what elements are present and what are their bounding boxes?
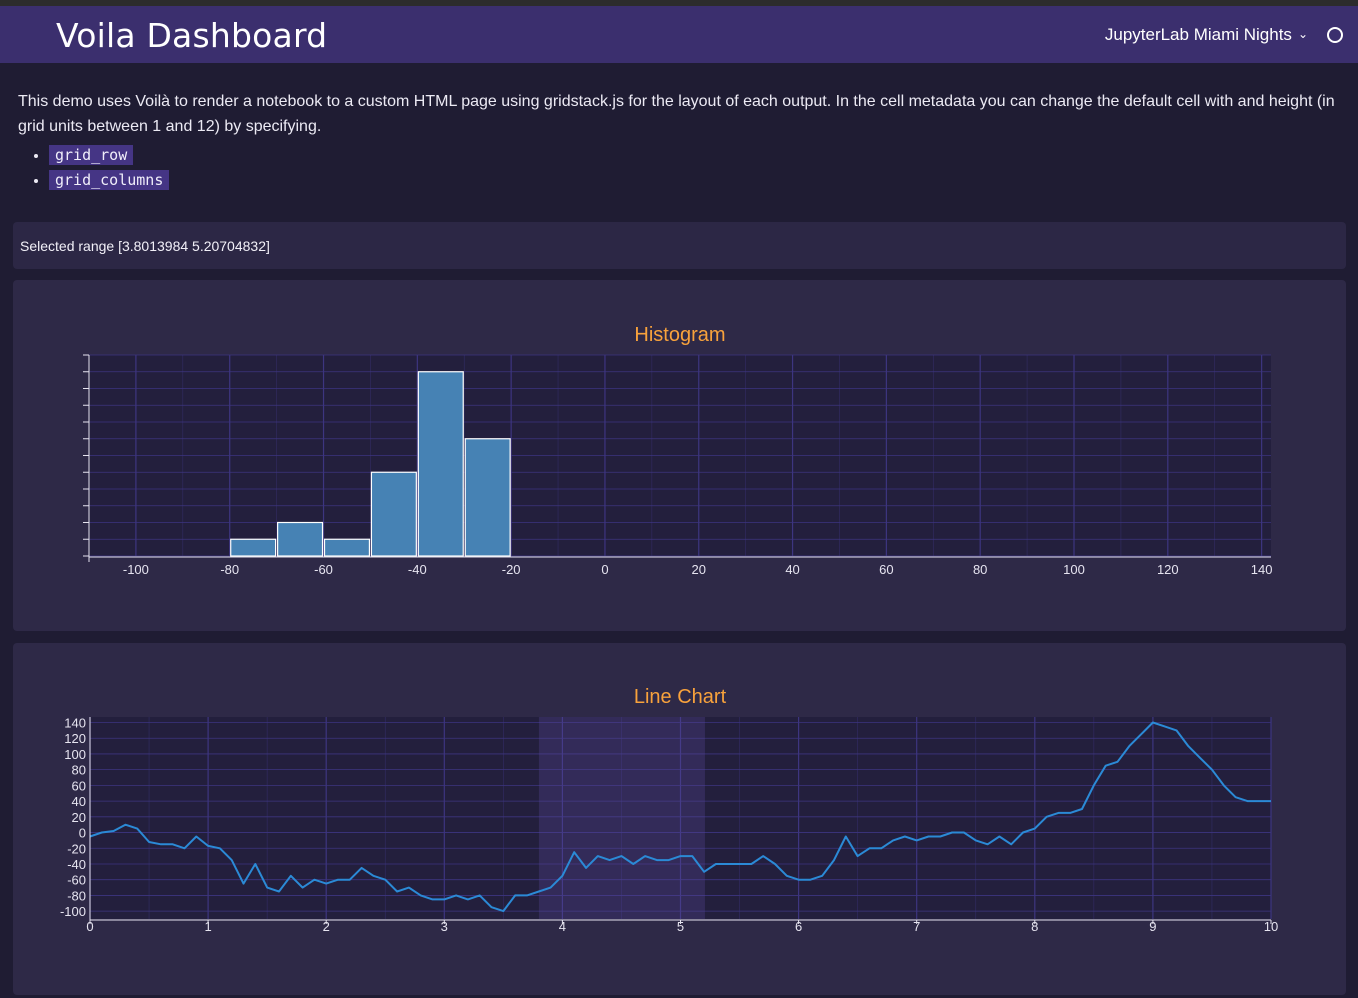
histogram-x-tick-label: 140	[1251, 562, 1273, 577]
line-y-tick-label: 40	[72, 794, 86, 809]
histogram-x-tick-label: -100	[123, 562, 149, 577]
histogram-bar[interactable]	[277, 521, 324, 557]
selected-range-text: Selected range [3.8013984 5.20704832]	[20, 238, 270, 254]
histogram-x-tick-label: 100	[1063, 562, 1085, 577]
line-x-tick-label: 0	[86, 919, 93, 934]
histogram-title: Histogram	[634, 324, 725, 346]
line-x-tick-label: 2	[323, 919, 330, 934]
code-grid-row: grid_row	[49, 145, 134, 165]
line-chart-title: Line Chart	[634, 686, 727, 708]
intro-section: This demo uses Voilà to render a noteboo…	[18, 89, 1338, 193]
histogram-bar[interactable]	[370, 471, 417, 557]
line-y-tick-label: 80	[72, 763, 86, 778]
code-grid-columns: grid_columns	[49, 170, 170, 190]
line-y-tick-label: 0	[79, 826, 86, 841]
histogram-bar[interactable]	[464, 438, 511, 557]
histogram-x-tick-label: 120	[1157, 562, 1179, 577]
line-y-tick-label: 20	[72, 810, 86, 825]
line-x-tick-label: 1	[204, 919, 211, 934]
theme-selector-label: JupyterLab Miami Nights	[1104, 25, 1292, 44]
line-y-tick-label: -100	[60, 904, 86, 919]
histogram-bar[interactable]	[323, 538, 371, 557]
selected-range-card: Selected range [3.8013984 5.20704832]	[13, 222, 1346, 269]
histogram-x-tick-label: 60	[879, 562, 893, 577]
histogram-x-tick-label: 40	[785, 562, 799, 577]
histogram-x-tick-label: 20	[692, 562, 706, 577]
list-item: grid_row	[49, 143, 1338, 168]
line-x-tick-label: 10	[1264, 919, 1278, 934]
line-y-tick-label: -80	[67, 888, 86, 903]
line-x-tick-label: 8	[1031, 919, 1038, 934]
intro-text: This demo uses Voilà to render a noteboo…	[18, 93, 1335, 135]
line-y-tick-label: 100	[64, 747, 86, 762]
window-top-strip	[0, 0, 1358, 6]
line-x-tick-label: 6	[795, 919, 802, 934]
line-y-tick-label: -60	[67, 873, 86, 888]
app-header: Voila Dashboard JupyterLab Miami Nights …	[0, 6, 1358, 63]
histogram-chart[interactable]: Histogram -100 -80 -60 -40 -20 0 20 40 60 80 100 12…	[13, 280, 1346, 631]
selection-brush[interactable]	[538, 717, 705, 919]
line-x-tick-label: 3	[441, 919, 448, 934]
dashboard-title: Voila Dashboard	[56, 16, 328, 55]
histogram-x-tick-label: 80	[973, 562, 987, 577]
line-chart[interactable]: Line Chart 0 1 2 3 4 5 6 7 8 9 10 14012010080604020…	[13, 643, 1346, 995]
line-y-tick-label: -20	[67, 841, 86, 856]
line-x-tick-label: 7	[913, 919, 920, 934]
histogram-bar[interactable]	[230, 538, 277, 557]
line-x-tick-label: 9	[1149, 919, 1156, 934]
line-x-tick-label: 5	[677, 919, 684, 934]
line-chart-card: Line Chart 0 1 2 3 4 5 6 7 8 9 10 140 120 100 80 60 40 20…	[13, 643, 1346, 995]
histogram-card: Histogram -100 -80 -60 -40 -20 0 20 40 60 80 100 12…	[13, 280, 1346, 631]
theme-selector[interactable]: JupyterLab Miami Nights ⌄	[1105, 25, 1308, 45]
metadata-list: grid_row grid_columns	[18, 143, 1338, 193]
histogram-x-tick-label: -40	[408, 562, 427, 577]
histogram-x-tick-label: -80	[220, 562, 239, 577]
histogram-x-tick-label: -60	[314, 562, 333, 577]
line-series[interactable]	[89, 721, 1271, 913]
chevron-down-icon: ⌄	[1297, 27, 1308, 41]
line-y-tick-label: -40	[67, 857, 86, 872]
histogram-bar[interactable]	[417, 371, 464, 557]
list-item: grid_columns	[49, 168, 1338, 193]
histogram-x-tick-label: 0	[601, 562, 608, 577]
line-y-tick-label: 120	[64, 731, 86, 746]
line-x-tick-label: 4	[559, 919, 566, 934]
kernel-status-icon	[1327, 27, 1343, 43]
line-y-tick-label: 60	[72, 778, 86, 793]
line-y-tick-label: 140	[64, 716, 86, 731]
histogram-x-tick-label: -20	[502, 562, 521, 577]
